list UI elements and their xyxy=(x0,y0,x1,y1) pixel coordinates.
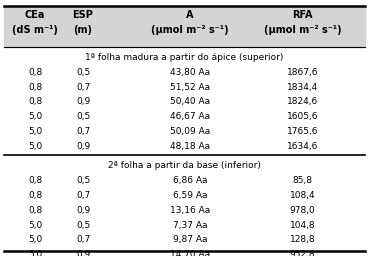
Text: 0,8: 0,8 xyxy=(28,191,42,200)
Text: 0,9: 0,9 xyxy=(76,97,90,106)
Text: 50,09 Aa: 50,09 Aa xyxy=(170,127,210,136)
Text: 0,7: 0,7 xyxy=(76,82,90,92)
Text: 0,9: 0,9 xyxy=(76,250,90,256)
Text: 46,67 Aa: 46,67 Aa xyxy=(170,112,210,121)
Text: 0,5: 0,5 xyxy=(76,176,90,185)
Text: 0,7: 0,7 xyxy=(76,127,90,136)
Text: 952,8: 952,8 xyxy=(290,250,315,256)
Text: 2ª folha a partir da base (inferior): 2ª folha a partir da base (inferior) xyxy=(108,161,261,170)
Text: CEa: CEa xyxy=(25,9,45,20)
Text: A: A xyxy=(186,9,194,20)
Text: RFA: RFA xyxy=(292,9,313,20)
Text: 50,40 Aa: 50,40 Aa xyxy=(170,97,210,106)
Text: 0,7: 0,7 xyxy=(76,235,90,244)
Text: 0,8: 0,8 xyxy=(28,97,42,106)
Text: 1605,6: 1605,6 xyxy=(287,112,318,121)
Text: (μmol m⁻² s⁻¹): (μmol m⁻² s⁻¹) xyxy=(264,25,341,35)
Text: (dS m⁻¹): (dS m⁻¹) xyxy=(12,25,58,35)
Text: 43,80 Aa: 43,80 Aa xyxy=(170,68,210,77)
Text: 0,9: 0,9 xyxy=(76,142,90,151)
Text: 5,0: 5,0 xyxy=(28,142,42,151)
Text: 1824,6: 1824,6 xyxy=(287,97,318,106)
Text: 978,0: 978,0 xyxy=(290,206,315,215)
Text: 48,18 Aa: 48,18 Aa xyxy=(170,142,210,151)
Text: 1834,4: 1834,4 xyxy=(287,82,318,92)
Text: 0,7: 0,7 xyxy=(76,191,90,200)
Text: 51,52 Aa: 51,52 Aa xyxy=(170,82,210,92)
Text: 6,59 Aa: 6,59 Aa xyxy=(173,191,207,200)
Text: 1765,6: 1765,6 xyxy=(287,127,318,136)
Text: 0,9: 0,9 xyxy=(76,206,90,215)
Text: 7,37 Aa: 7,37 Aa xyxy=(173,220,207,230)
Text: 0,8: 0,8 xyxy=(28,82,42,92)
Text: 1867,6: 1867,6 xyxy=(287,68,318,77)
Text: 0,8: 0,8 xyxy=(28,68,42,77)
Text: ESP: ESP xyxy=(73,9,93,20)
Text: 104,8: 104,8 xyxy=(290,220,315,230)
Text: 5,0: 5,0 xyxy=(28,220,42,230)
Text: 0,5: 0,5 xyxy=(76,68,90,77)
Text: 5,0: 5,0 xyxy=(28,250,42,256)
Text: 9,87 Aa: 9,87 Aa xyxy=(173,235,207,244)
Text: (μmol m⁻² s⁻¹): (μmol m⁻² s⁻¹) xyxy=(151,25,229,35)
Text: 5,0: 5,0 xyxy=(28,112,42,121)
Text: 6,86 Aa: 6,86 Aa xyxy=(173,176,207,185)
Text: 1634,6: 1634,6 xyxy=(287,142,318,151)
Text: 128,8: 128,8 xyxy=(290,235,315,244)
Text: 0,8: 0,8 xyxy=(28,206,42,215)
Text: 0,5: 0,5 xyxy=(76,112,90,121)
Bar xyxy=(4,6,365,47)
Text: 0,5: 0,5 xyxy=(76,220,90,230)
Text: 1ª folha madura a partir do ápice (superior): 1ª folha madura a partir do ápice (super… xyxy=(85,53,284,62)
Text: (m): (m) xyxy=(73,25,93,35)
Text: 0,8: 0,8 xyxy=(28,176,42,185)
Text: 85,8: 85,8 xyxy=(293,176,313,185)
Text: 5,0: 5,0 xyxy=(28,127,42,136)
Text: 13,16 Aa: 13,16 Aa xyxy=(170,206,210,215)
Text: 5,0: 5,0 xyxy=(28,235,42,244)
Text: 108,4: 108,4 xyxy=(290,191,315,200)
Text: 14,70 Aa: 14,70 Aa xyxy=(170,250,210,256)
